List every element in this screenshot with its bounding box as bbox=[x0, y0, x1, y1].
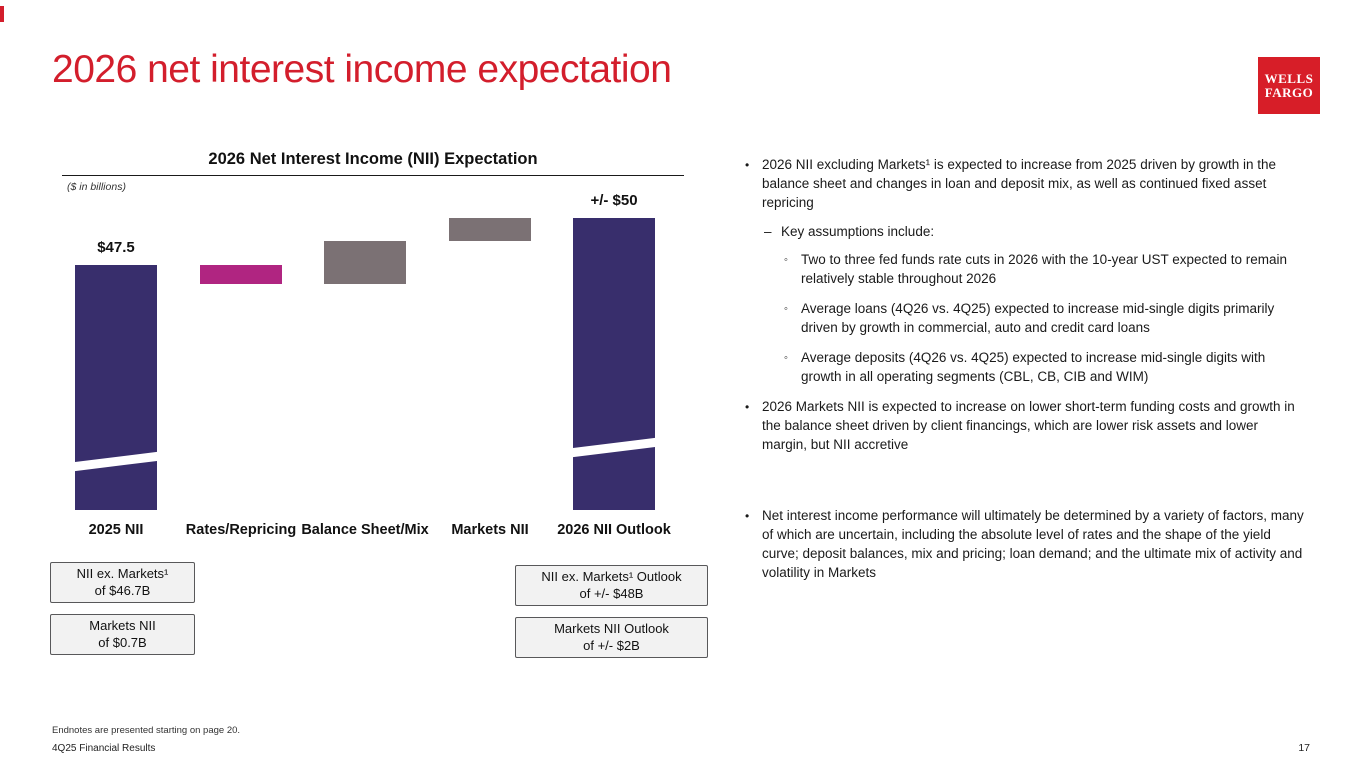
bullet-marker: • bbox=[745, 400, 750, 414]
callout-line2: of +/- $48B bbox=[579, 585, 644, 601]
bullet-item: ◦ Average deposits (4Q26 vs. 4Q25) expect… bbox=[745, 348, 1305, 386]
bullet-item: • 2026 Markets NII is expected to increas… bbox=[745, 397, 1305, 454]
callout-line2: of +/- $2B bbox=[583, 637, 640, 653]
bullet-item: ◦ Average loans (4Q26 vs. 4Q25) expected … bbox=[745, 299, 1305, 337]
callout-line2: of $0.7B bbox=[98, 634, 147, 650]
wells-fargo-logo: WELLS FARGO bbox=[1258, 57, 1320, 114]
waterfall-bar-2025-nii bbox=[66, 265, 166, 510]
bullet-marker: • bbox=[745, 509, 750, 523]
axis-break bbox=[66, 451, 166, 472]
callout-nii-ex-markets-outlook: NII ex. Markets¹ Outlook of +/- $48B bbox=[515, 565, 708, 606]
page-number: 17 bbox=[1298, 742, 1310, 754]
callout-markets-nii-outlook: Markets NII Outlook of +/- $2B bbox=[515, 617, 708, 658]
bullet-item: • Net interest income performance will ul… bbox=[745, 506, 1305, 582]
category-label-balance-sheet-mix: Balance Sheet/Mix bbox=[301, 522, 429, 538]
slide-edge-mark bbox=[0, 6, 4, 22]
bullet-marker: ◦ bbox=[784, 254, 788, 266]
footer-report-name: 4Q25 Financial Results bbox=[52, 743, 156, 754]
logo-text-line1: WELLS bbox=[1264, 71, 1314, 86]
callout-line1: Markets NII bbox=[89, 618, 156, 633]
bullet-text: Average loans (4Q26 vs. 4Q25) expected t… bbox=[801, 301, 1275, 335]
chart-title: 2026 Net Interest Income (NII) Expectati… bbox=[208, 150, 538, 168]
waterfall-bar-markets-nii bbox=[449, 218, 531, 241]
nii-waterfall-chart: 2026 Net Interest Income (NII) Expectati… bbox=[50, 148, 710, 618]
bullet-text: Average deposits (4Q26 vs. 4Q25) expecte… bbox=[801, 350, 1266, 384]
axis-break bbox=[564, 437, 664, 458]
callout-line1: Markets NII Outlook bbox=[554, 621, 669, 636]
category-label-rates-repricing: Rates/Repricing bbox=[185, 522, 297, 538]
bullet-marker: ◦ bbox=[784, 303, 788, 315]
bullet-item: • 2026 NII excluding Markets¹ is expected… bbox=[745, 155, 1305, 212]
bullet-list: • 2026 NII excluding Markets¹ is expected… bbox=[745, 155, 1305, 592]
callout-line1: NII ex. Markets¹ bbox=[76, 566, 169, 581]
bullet-marker: ◦ bbox=[784, 352, 788, 364]
bullet-item: – Key assumptions include: bbox=[745, 222, 1305, 241]
callout-nii-ex-markets-2025: NII ex. Markets¹ of $46.7B bbox=[50, 562, 195, 603]
bullet-text: 2026 NII excluding Markets¹ is expected … bbox=[762, 157, 1277, 210]
waterfall-bar-2026-nii-outlook bbox=[564, 218, 664, 510]
category-label-2025-nii: 2025 NII bbox=[88, 522, 144, 538]
endnote-reference: Endnotes are presented starting on page … bbox=[52, 725, 241, 736]
page-title: 2026 net interest income expectation bbox=[52, 48, 672, 91]
waterfall-bar-balance-sheet-mix bbox=[324, 240, 406, 284]
callout-markets-nii-2025: Markets NII of $0.7B bbox=[50, 614, 195, 655]
category-label-markets-nii: Markets NII bbox=[451, 522, 529, 538]
callout-line2: of $46.7B bbox=[94, 582, 151, 598]
waterfall-bar-rates-repricing bbox=[200, 265, 282, 284]
bullet-text: 2026 Markets NII is expected to increase… bbox=[762, 399, 1295, 452]
category-label-2026-nii-outlook: 2026 NII Outlook bbox=[557, 522, 671, 538]
bullet-marker: – bbox=[764, 224, 772, 239]
bar-value-label: +/- $50 bbox=[590, 192, 638, 209]
chart-plot-area: $47.5 2025 NII Rates/Repricing Balance Shee… bbox=[50, 148, 710, 618]
bullet-text: Net interest income performance will ult… bbox=[762, 508, 1304, 580]
bullet-marker: • bbox=[745, 158, 750, 172]
logo-text-line2: FARGO bbox=[1264, 85, 1314, 100]
callout-line1: NII ex. Markets¹ Outlook bbox=[541, 569, 682, 584]
chart-units-note: ($ in billions) bbox=[67, 181, 126, 193]
bullet-text: Key assumptions include: bbox=[781, 224, 935, 239]
chart-title-rule bbox=[62, 175, 684, 176]
bullet-text: Two to three fed funds rate cuts in 2026… bbox=[801, 252, 1288, 286]
bullet-item: ◦ Two to three fed funds rate cuts in 202… bbox=[745, 250, 1305, 288]
bar-value-label: $47.5 bbox=[97, 239, 135, 256]
